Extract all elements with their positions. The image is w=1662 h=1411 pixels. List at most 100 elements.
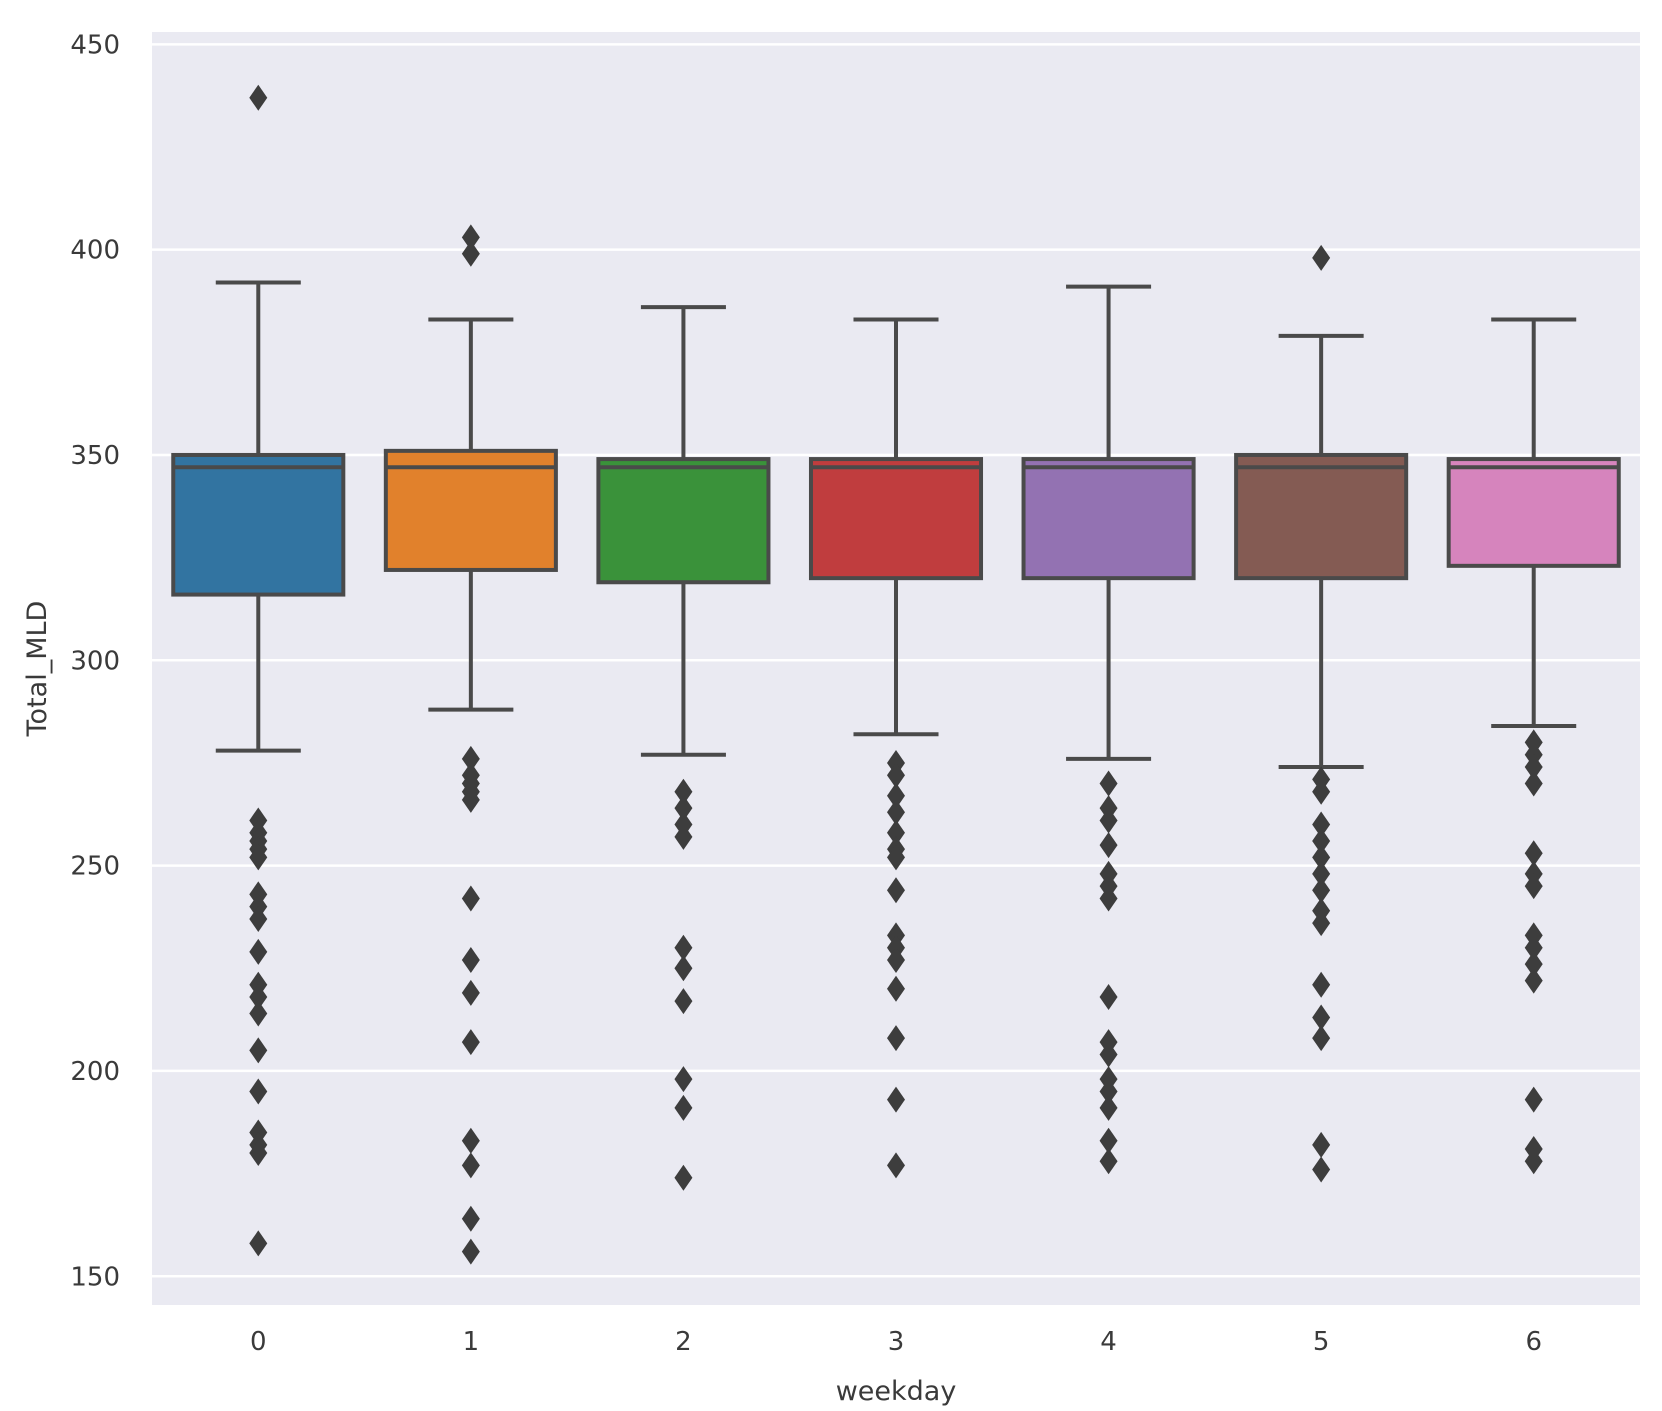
outlier-point-4-3 xyxy=(1099,832,1118,859)
outlier-point-5-0 xyxy=(1312,244,1331,271)
outlier-point-3-6 xyxy=(887,844,905,871)
x-tick-label-4: 4 xyxy=(1100,1327,1117,1357)
outlier-point-2-5 xyxy=(674,955,693,982)
outlier-point-1-9 xyxy=(461,979,480,1006)
y-tick-labels: 150 200 250 300 350 400 450 xyxy=(70,30,120,1292)
outlier-point-3-2 xyxy=(887,782,905,809)
outlier-point-4-0 xyxy=(1099,770,1118,797)
outlier-point-3-4 xyxy=(887,819,905,846)
outlier-point-4-6 xyxy=(1099,885,1118,912)
outlier-point-4-14 xyxy=(1099,1148,1118,1175)
outlier-point-3-1 xyxy=(887,762,905,789)
outlier-point-4-13 xyxy=(1099,1127,1118,1154)
outlier-point-4-2 xyxy=(1099,807,1118,834)
outlier-point-3-3 xyxy=(887,799,905,826)
outlier-point-5-13 xyxy=(1312,1131,1331,1158)
outlier-point-5-2 xyxy=(1312,778,1331,805)
iqr-box-5 xyxy=(1234,452,1409,581)
y-tick-label-350: 350 xyxy=(70,441,120,471)
outlier-point-2-7 xyxy=(674,1066,693,1093)
y-tick-label-150: 150 xyxy=(70,1262,120,1292)
outlier-point-2-0 xyxy=(674,778,693,805)
outlier-point-2-9 xyxy=(674,1164,693,1191)
outlier-point-5-6 xyxy=(1312,860,1331,887)
outlier-point-1-7 xyxy=(461,885,480,912)
boxes xyxy=(171,84,1621,1265)
outlier-point-6-2 xyxy=(1524,754,1543,781)
outlier-point-1-11 xyxy=(461,1127,480,1154)
iqr-box-3 xyxy=(808,457,984,581)
outlier-point-6-13 xyxy=(1524,1148,1543,1175)
box-2 xyxy=(596,305,771,1191)
y-axis-label: Total_MLD xyxy=(22,601,53,738)
outlier-point-0-9 xyxy=(249,938,268,965)
outlier-point-4-11 xyxy=(1099,1078,1118,1105)
outlier-point-5-9 xyxy=(1312,910,1331,937)
iqr-box-6 xyxy=(1446,457,1621,568)
outlier-point-5-4 xyxy=(1312,827,1331,854)
outlier-point-1-13 xyxy=(461,1205,480,1232)
outlier-point-0-12 xyxy=(249,1000,268,1027)
outlier-point-6-11 xyxy=(1524,1086,1543,1113)
outlier-point-3-10 xyxy=(887,947,905,974)
y-tick-label-200: 200 xyxy=(70,1057,120,1087)
outlier-point-5-5 xyxy=(1312,844,1331,871)
outlier-point-0-5 xyxy=(249,844,268,871)
box-4 xyxy=(1021,284,1196,1175)
x-tick-label-0: 0 xyxy=(250,1327,267,1357)
outlier-point-3-14 xyxy=(887,1152,905,1179)
box-1 xyxy=(383,224,558,1265)
outlier-point-6-8 xyxy=(1524,934,1543,961)
outlier-point-4-7 xyxy=(1099,984,1118,1011)
outlier-point-4-12 xyxy=(1099,1094,1118,1121)
outlier-point-3-7 xyxy=(887,877,905,904)
outlier-point-0-18 xyxy=(249,1230,268,1257)
outlier-point-6-9 xyxy=(1524,951,1543,978)
outlier-point-1-2 xyxy=(461,745,480,772)
outlier-point-0-14 xyxy=(249,1078,268,1105)
box-3 xyxy=(808,317,984,1179)
outlier-point-6-6 xyxy=(1524,873,1543,900)
iqr-box-1 xyxy=(383,448,558,572)
outlier-point-6-4 xyxy=(1524,840,1543,867)
x-tick-label-6: 6 xyxy=(1525,1327,1542,1357)
x-axis-label: weekday xyxy=(836,1376,957,1407)
y-tick-label-250: 250 xyxy=(70,852,120,882)
outlier-point-1-12 xyxy=(461,1152,480,1179)
outlier-point-1-1 xyxy=(461,240,480,267)
outlier-point-2-4 xyxy=(674,934,693,961)
outlier-point-2-1 xyxy=(674,795,693,822)
outlier-point-5-10 xyxy=(1312,971,1331,998)
outlier-point-0-13 xyxy=(249,1037,268,1064)
x-tick-label-3: 3 xyxy=(888,1327,905,1357)
outlier-point-5-12 xyxy=(1312,1025,1331,1052)
x-tick-label-2: 2 xyxy=(675,1327,692,1357)
outlier-point-3-12 xyxy=(887,1025,905,1052)
outlier-point-6-3 xyxy=(1524,770,1543,797)
outlier-point-1-6 xyxy=(461,786,480,813)
outlier-point-2-3 xyxy=(674,823,693,850)
iqr-box-4 xyxy=(1021,457,1196,581)
iqr-box-0 xyxy=(171,452,346,597)
iqr-box-2 xyxy=(596,457,771,585)
outlier-point-3-11 xyxy=(887,975,905,1002)
outlier-point-5-11 xyxy=(1312,1004,1331,1031)
y-tick-label-300: 300 xyxy=(70,646,120,676)
outlier-point-5-14 xyxy=(1312,1156,1331,1183)
outlier-point-2-6 xyxy=(674,988,693,1015)
box-6 xyxy=(1446,317,1621,1175)
outlier-point-0-17 xyxy=(249,1140,268,1167)
outlier-point-0-8 xyxy=(249,905,268,932)
box-0 xyxy=(171,84,346,1257)
x-tick-label-1: 1 xyxy=(463,1327,480,1357)
box-5 xyxy=(1234,244,1409,1183)
y-tick-label-400: 400 xyxy=(70,236,120,266)
outlier-point-0-11 xyxy=(249,984,268,1011)
outlier-point-1-8 xyxy=(461,947,480,974)
outlier-point-4-9 xyxy=(1099,1041,1118,1068)
y-tick-label-450: 450 xyxy=(70,30,120,60)
outlier-point-3-13 xyxy=(887,1086,905,1113)
outlier-point-6-10 xyxy=(1524,967,1543,994)
